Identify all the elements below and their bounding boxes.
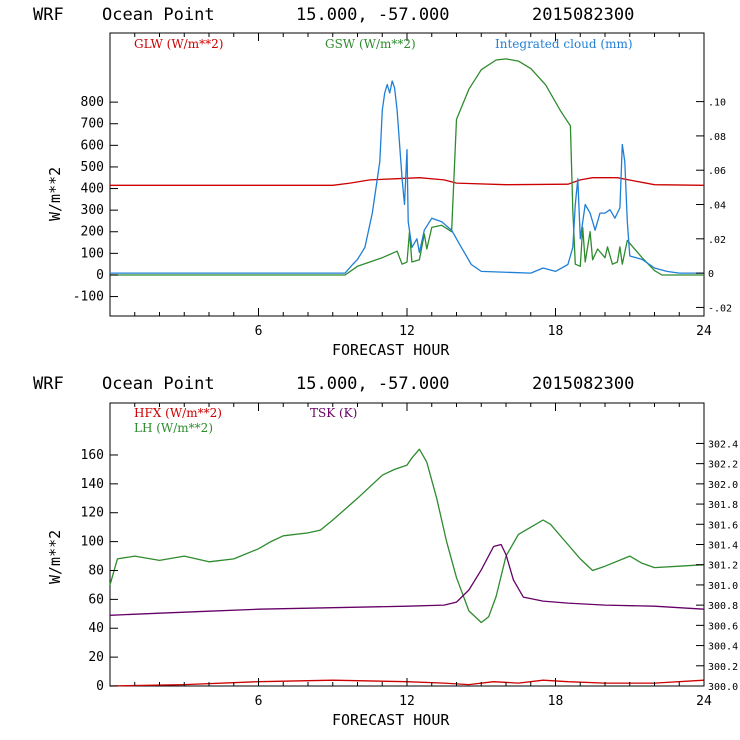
x-tick-label: 18 <box>548 324 564 339</box>
y2-tick-label: -.02 <box>708 303 732 314</box>
y2-tick-label: 300.8 <box>708 601 738 612</box>
legend-glw: GLW (W/m**2) <box>134 37 223 51</box>
y-tick-label: 60 <box>88 592 104 607</box>
y-tick-label: 160 <box>81 448 104 463</box>
y2-tick-label: 301.4 <box>708 541 738 552</box>
y2-tick-label: 300.2 <box>708 662 738 673</box>
panel2-title-model: WRF <box>33 374 64 394</box>
y2-tick-label: 301.0 <box>708 581 738 592</box>
y2-tick-label: .02 <box>708 235 726 246</box>
series-line-lh <box>109 448 705 624</box>
y-tick-label: 0 <box>96 679 104 694</box>
x-tick-label: 18 <box>548 694 564 709</box>
x-tick-label: 12 <box>399 324 415 339</box>
y2-tick-label: 300.4 <box>708 642 738 653</box>
y2-tick-label: 302.2 <box>708 460 738 471</box>
legend-hfx: HFX (W/m**2) <box>134 406 222 420</box>
y2-tick-label: 0 <box>708 269 714 280</box>
y2-tick-label: .08 <box>708 132 726 143</box>
panel2-title-date: 2015082300 <box>532 374 634 394</box>
y-tick-label: -100 <box>73 290 104 305</box>
panel-radiation: WRF Ocean Point 15.000, -57.000 20150823… <box>33 5 732 359</box>
panel1-x-axis-label: FORECAST HOUR <box>332 341 450 359</box>
series-line-integrated <box>110 80 704 274</box>
x-tick-label: 24 <box>696 694 712 709</box>
y-tick-label: 400 <box>81 182 104 197</box>
panel1-title-date: 2015082300 <box>532 5 634 25</box>
y-tick-label: 700 <box>81 117 104 132</box>
y2-tick-label: 302.0 <box>708 480 738 491</box>
y2-tick-label: 300.0 <box>708 682 738 693</box>
y-tick-label: 140 <box>81 477 104 492</box>
panel2-title-coords: 15.000, -57.000 <box>296 374 450 394</box>
y-tick-label: 100 <box>81 535 104 550</box>
legend-lh: LH (W/m**2) <box>134 421 213 435</box>
panel1-title-model: WRF <box>33 5 64 25</box>
legend-integrated-cloud: Integrated cloud (mm) <box>495 37 633 51</box>
x-tick-label: 12 <box>399 694 415 709</box>
panel1-title-coords: 15.000, -57.000 <box>296 5 450 25</box>
y2-tick-label: .06 <box>708 166 726 177</box>
y2-tick-label: 301.6 <box>708 520 738 531</box>
y2-tick-label: 301.8 <box>708 500 738 511</box>
y-tick-label: 200 <box>81 225 104 240</box>
panel1-series-group <box>110 58 705 276</box>
x-tick-label: 24 <box>696 324 712 339</box>
y-tick-label: 20 <box>88 650 104 665</box>
y-tick-label: 500 <box>81 160 104 175</box>
y2-tick-label: 302.4 <box>708 439 738 450</box>
panel2-title-location: Ocean Point <box>102 374 215 394</box>
y2-tick-label: .10 <box>708 98 726 109</box>
panel-fluxes: WRF Ocean Point 15.000, -57.000 20150823… <box>33 374 738 729</box>
y-tick-label: 300 <box>81 203 104 218</box>
x-tick-label: 6 <box>255 694 263 709</box>
y2-tick-label: 301.2 <box>708 561 738 572</box>
series-line-tsk <box>109 543 705 616</box>
y2-tick-label: 300.6 <box>708 621 738 632</box>
y-tick-label: 120 <box>81 506 104 521</box>
legend-tsk: TSK (K) <box>310 406 357 420</box>
y-tick-label: 800 <box>81 95 104 110</box>
y-tick-label: 600 <box>81 138 104 153</box>
x-tick-label: 6 <box>255 324 263 339</box>
panel2-plot-frame <box>109 402 705 687</box>
panel2-series-group <box>109 448 705 687</box>
y-tick-label: 40 <box>88 621 104 636</box>
y-tick-label: 100 <box>81 246 104 261</box>
legend-gsw: GSW (W/m**2) <box>325 37 416 51</box>
y-tick-label: 0 <box>96 268 104 283</box>
panel1-title-location: Ocean Point <box>102 5 215 25</box>
panel2-x-axis-label: FORECAST HOUR <box>332 711 450 729</box>
panel2-y-axis-label: W/m**2 <box>46 530 64 584</box>
y2-tick-label: .04 <box>708 201 726 212</box>
y-tick-label: 80 <box>88 563 104 578</box>
panel1-y-axis-label: W/m**2 <box>46 167 64 221</box>
